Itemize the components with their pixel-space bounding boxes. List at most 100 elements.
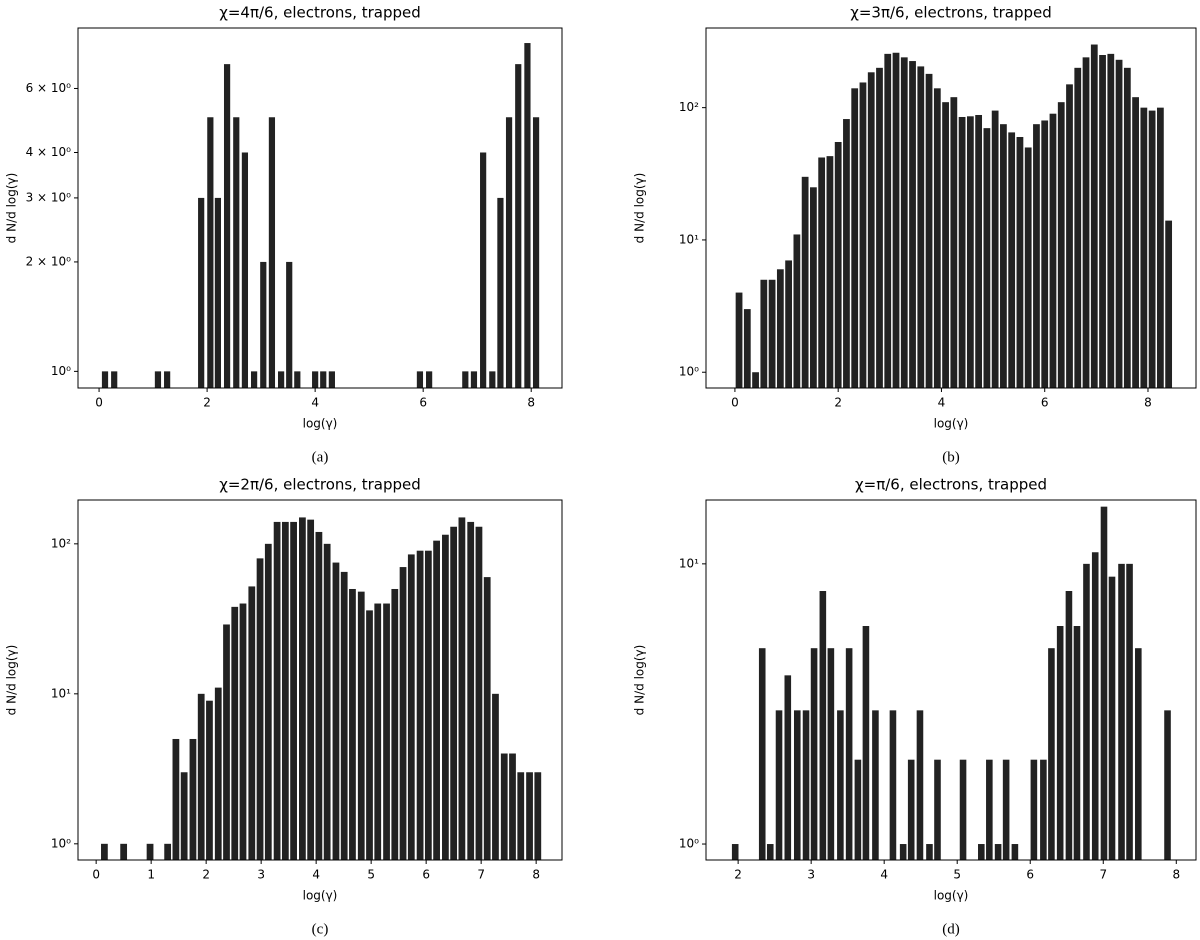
bar — [146, 843, 154, 860]
bar — [843, 119, 850, 388]
bar — [889, 710, 897, 860]
bar — [735, 292, 743, 388]
bar — [775, 710, 783, 860]
x-axis-label: log(γ) — [303, 889, 338, 903]
bar — [743, 309, 751, 388]
x-tick-label: 2 — [203, 396, 211, 410]
bar — [268, 117, 276, 389]
bar — [340, 571, 348, 860]
bar — [884, 53, 892, 388]
bar — [768, 279, 776, 388]
x-tick-label: 3 — [807, 868, 815, 882]
bar — [281, 521, 289, 860]
bar — [241, 152, 249, 388]
bar — [532, 117, 540, 389]
bar — [407, 554, 415, 860]
bar — [758, 648, 766, 860]
bar — [328, 371, 335, 388]
bar — [907, 759, 915, 860]
axes-frame — [77, 27, 563, 389]
bar — [294, 371, 301, 388]
bar — [900, 57, 908, 389]
bar — [172, 738, 180, 860]
x-tick-label: 6 — [419, 396, 427, 410]
bar — [1016, 136, 1024, 388]
bar — [731, 844, 739, 860]
bar — [1033, 124, 1040, 389]
bar — [458, 517, 466, 860]
caption: (b) — [942, 449, 960, 465]
bar — [391, 588, 399, 860]
bar — [312, 371, 319, 388]
bar — [1090, 44, 1098, 388]
bar — [776, 269, 784, 388]
bar — [475, 526, 483, 860]
x-axis-label: log(γ) — [934, 889, 969, 903]
bar — [867, 72, 875, 388]
x-tick-label: 0 — [95, 396, 103, 410]
bar — [264, 543, 272, 860]
bar — [1041, 120, 1049, 389]
bar — [909, 61, 916, 388]
y-axis-label: d N/d log(γ) — [633, 645, 647, 716]
x-tick-label: 4 — [938, 396, 946, 410]
bar — [366, 610, 373, 860]
bar — [197, 693, 205, 860]
bar — [872, 710, 879, 860]
bar — [1073, 626, 1081, 860]
bar — [416, 371, 424, 388]
bar — [1048, 648, 1055, 860]
y-tick-label: 10² — [679, 100, 699, 114]
bar — [164, 371, 171, 388]
bar — [966, 116, 974, 388]
bar — [349, 588, 356, 860]
x-tick-label: 7 — [1099, 868, 1107, 882]
bar — [862, 626, 870, 860]
x-tick-label: 5 — [953, 868, 961, 882]
bar — [120, 843, 128, 860]
bar — [793, 710, 801, 860]
bar — [323, 543, 331, 860]
x-axis-label: log(γ) — [303, 417, 338, 431]
bar — [214, 687, 222, 860]
bar — [933, 88, 941, 389]
bar — [845, 648, 853, 860]
bar — [1164, 710, 1171, 860]
bar — [273, 521, 281, 860]
bar — [299, 517, 306, 860]
bar — [1024, 147, 1032, 388]
x-tick-label: 6 — [422, 868, 430, 882]
bar — [994, 844, 1002, 860]
bar — [223, 624, 230, 860]
bar — [1118, 563, 1125, 860]
bar — [983, 128, 991, 388]
bar — [899, 844, 907, 860]
bar — [524, 43, 531, 389]
bar — [517, 772, 525, 860]
bar — [424, 550, 432, 860]
bar — [1066, 84, 1073, 389]
bar — [1156, 107, 1164, 388]
bar — [1002, 759, 1010, 860]
bar — [1056, 626, 1064, 860]
y-tick-label: 10¹ — [679, 232, 699, 246]
bar — [154, 371, 162, 388]
bar — [198, 197, 205, 388]
bar — [433, 540, 440, 860]
bar — [223, 64, 231, 388]
bar — [383, 603, 390, 860]
y-tick-label: 6 × 10⁰ — [26, 81, 72, 95]
x-tick-label: 8 — [1172, 868, 1180, 882]
bar — [978, 844, 985, 860]
y-tick-label: 10⁰ — [679, 837, 699, 851]
bar — [290, 521, 297, 860]
bar — [214, 197, 222, 388]
x-tick-label: 2 — [734, 868, 742, 882]
x-tick-label: 6 — [1041, 396, 1049, 410]
bar — [958, 116, 966, 389]
bar — [233, 117, 240, 389]
bar — [975, 114, 983, 388]
bar — [1040, 759, 1047, 860]
bar — [837, 710, 844, 860]
bar — [1008, 132, 1016, 388]
